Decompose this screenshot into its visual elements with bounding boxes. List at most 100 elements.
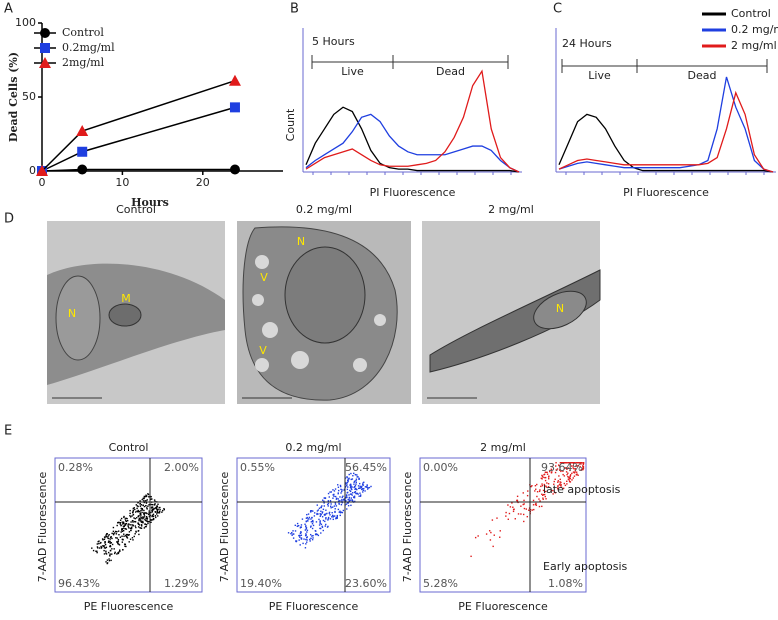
event-dot bbox=[564, 484, 567, 487]
event-dot bbox=[555, 465, 557, 467]
histogram-trace bbox=[558, 76, 774, 173]
event-dot bbox=[322, 529, 324, 532]
gate-label: Live bbox=[341, 65, 364, 78]
event-dot bbox=[544, 479, 547, 482]
micrograph-title: 0.2 mg/ml bbox=[296, 203, 352, 216]
event-dot bbox=[136, 505, 139, 507]
event-dot bbox=[560, 481, 562, 484]
event-dot bbox=[571, 462, 573, 464]
event-dot bbox=[152, 515, 155, 518]
event-dot bbox=[567, 475, 569, 478]
event-dot bbox=[308, 516, 311, 519]
event-dot bbox=[144, 518, 146, 521]
event-dot bbox=[123, 515, 125, 518]
event-dot bbox=[338, 502, 340, 505]
event-dot bbox=[563, 462, 565, 464]
event-dot bbox=[128, 534, 130, 536]
event-dot bbox=[536, 495, 538, 498]
event-dot bbox=[140, 525, 143, 527]
event-dot bbox=[101, 538, 104, 540]
event-dot bbox=[356, 488, 358, 491]
event-dot bbox=[545, 486, 548, 488]
event-dot bbox=[305, 538, 307, 541]
quadrant-percent: 1.08% bbox=[548, 577, 583, 590]
event-dot bbox=[337, 492, 339, 495]
event-dot bbox=[332, 518, 334, 521]
event-dot bbox=[316, 510, 319, 512]
event-dot bbox=[538, 498, 540, 500]
event-dot bbox=[508, 512, 511, 515]
event-dot bbox=[296, 525, 299, 527]
event-dot bbox=[137, 505, 139, 508]
event-dot bbox=[155, 516, 157, 519]
event-dot bbox=[323, 505, 326, 507]
event-dot bbox=[136, 507, 138, 510]
event-dot bbox=[349, 484, 351, 486]
event-dot bbox=[581, 465, 584, 467]
event-dot bbox=[311, 535, 313, 537]
event-dot bbox=[532, 499, 535, 502]
event-dot bbox=[359, 487, 361, 489]
event-dot bbox=[540, 485, 542, 488]
event-dot bbox=[137, 530, 139, 532]
event-dot bbox=[128, 523, 130, 525]
event-dot bbox=[129, 509, 131, 512]
event-dot bbox=[143, 497, 145, 499]
event-dot bbox=[353, 486, 355, 489]
event-dot bbox=[568, 462, 570, 464]
event-dot bbox=[146, 518, 148, 520]
plot-title: 0.2 mg/ml bbox=[285, 441, 341, 454]
legend-label: 0.2mg/ml bbox=[62, 41, 115, 54]
event-dot bbox=[312, 534, 314, 537]
event-dot bbox=[117, 538, 120, 541]
event-dot bbox=[543, 473, 546, 475]
event-dot bbox=[159, 510, 161, 513]
event-dot bbox=[300, 526, 302, 528]
event-dot bbox=[570, 465, 573, 467]
event-dot bbox=[325, 509, 327, 511]
event-dot bbox=[354, 488, 356, 490]
event-dot bbox=[522, 503, 524, 506]
event-dot bbox=[338, 511, 340, 513]
event-dot bbox=[324, 520, 326, 523]
event-dot bbox=[302, 542, 304, 545]
event-dot bbox=[312, 521, 314, 523]
event-dot bbox=[339, 485, 342, 488]
event-dot bbox=[333, 490, 336, 492]
event-dot bbox=[548, 478, 550, 480]
event-dot bbox=[345, 482, 347, 484]
event-dot bbox=[142, 504, 144, 507]
event-dot bbox=[145, 502, 148, 504]
event-dot bbox=[345, 494, 348, 496]
event-dot bbox=[523, 499, 525, 502]
event-dot bbox=[161, 511, 163, 513]
event-dot bbox=[127, 519, 129, 522]
event-dot bbox=[119, 519, 122, 521]
event-dot bbox=[154, 503, 156, 505]
event-dot bbox=[366, 486, 368, 488]
event-dot bbox=[305, 525, 307, 527]
event-dot bbox=[304, 523, 306, 525]
event-dot bbox=[337, 484, 339, 486]
event-dot bbox=[122, 538, 124, 541]
event-dot bbox=[98, 547, 101, 549]
event-dot bbox=[563, 482, 566, 485]
event-dot bbox=[106, 559, 109, 561]
event-dot bbox=[553, 491, 556, 493]
event-dot bbox=[110, 536, 112, 539]
event-dot bbox=[557, 480, 560, 482]
event-dot bbox=[147, 522, 149, 525]
event-dot bbox=[507, 518, 509, 520]
event-dot bbox=[545, 485, 547, 487]
event-dot bbox=[311, 538, 314, 541]
event-dot bbox=[119, 522, 122, 524]
event-dot bbox=[138, 519, 140, 522]
event-dot bbox=[499, 536, 501, 538]
event-dot bbox=[151, 515, 153, 518]
event-dot bbox=[156, 505, 158, 507]
series-line bbox=[41, 106, 236, 172]
event-dot bbox=[141, 498, 143, 501]
event-dot bbox=[507, 504, 509, 506]
event-dot bbox=[341, 496, 343, 499]
event-dot bbox=[334, 488, 337, 490]
